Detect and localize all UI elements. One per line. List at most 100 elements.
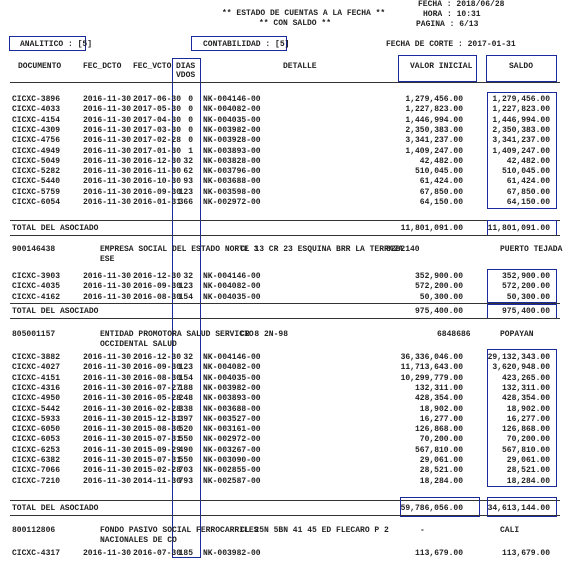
cell: CICXC-3896	[12, 95, 61, 104]
cell: 67,850.00	[419, 187, 463, 197]
cell: 567,810.00	[414, 445, 463, 455]
cell: CICXC-4316	[12, 383, 61, 393]
cell: 2016-11-30	[83, 425, 132, 435]
cell: NK-003893-00	[203, 394, 261, 404]
cell: 185	[178, 549, 193, 558]
cell: CICXC-4035	[12, 282, 61, 292]
cell: 2016-11-30	[83, 177, 132, 187]
cell: 28,521.00	[419, 466, 463, 476]
cell: CICXC-6053	[12, 435, 61, 445]
cell: NK-003893-00	[203, 146, 261, 156]
cell: NK-003161-00	[203, 425, 261, 435]
analitico: ANALITICO : [5]	[20, 40, 93, 49]
total-inicial: 59,786,056.00	[400, 504, 463, 513]
col-header: DIAS	[176, 62, 196, 71]
cutoff-date: FECHA DE CORTE : 2017-01-31	[386, 40, 516, 49]
rule	[10, 303, 560, 304]
cell: 67,850.00	[506, 187, 550, 197]
cell: 2017-02-28	[133, 136, 182, 146]
cell: NK-003688-00	[203, 404, 261, 414]
cell: 154	[178, 373, 193, 383]
cell: 510,045.00	[501, 167, 550, 177]
group-id: 900146438	[12, 245, 56, 254]
cell: 2016-12-30	[133, 156, 182, 166]
cell: 64,150.00	[419, 198, 463, 207]
cell: CICXC-6253	[12, 445, 61, 455]
cell: 29,132,343.00	[487, 353, 550, 362]
cell: 36,336,046.00	[400, 353, 463, 362]
cell: 2016-08-30	[133, 373, 182, 383]
col-header: DOCUMENTO	[18, 62, 62, 71]
cell: 29,061.00	[506, 456, 550, 465]
cell: 0	[188, 136, 193, 146]
cell: 2016-11-30	[83, 156, 132, 166]
cell: NK-004146-00	[203, 272, 261, 281]
cell: 2017-01-30	[133, 146, 182, 156]
rule	[10, 318, 560, 319]
cell: CICXC-4756	[12, 136, 61, 146]
cell: 2016-11-30	[83, 394, 132, 404]
group-name: ENTIDAD PROMOTORA SALUD SERVICIO	[100, 330, 254, 339]
cell: 1,446,994.00	[405, 115, 463, 125]
total-saldo: 11,801,091.00	[487, 224, 550, 233]
page-number: PAGINA : 6/13	[416, 20, 479, 29]
cell: 2016-11-30	[83, 476, 132, 486]
cell: CICXC-4317	[12, 549, 61, 558]
cell: NK-004082-00	[203, 363, 261, 373]
cell: 18,284.00	[506, 476, 550, 486]
cell: NK-004035-00	[203, 115, 261, 125]
cell: 64,150.00	[506, 198, 550, 207]
cell: 32	[183, 272, 193, 281]
cell: 703	[178, 466, 193, 476]
cell: NK-003828-00	[203, 156, 261, 166]
cell: 70,200.00	[419, 435, 463, 445]
cell: 2016-11-30	[83, 549, 132, 558]
cell: CICXC-7066	[12, 466, 61, 476]
cell: 1,279,456.00	[492, 95, 550, 104]
cell: 16,277.00	[506, 414, 550, 424]
group-id: 805001157	[12, 330, 56, 339]
rule	[10, 500, 560, 501]
total-saldo: 34,613,144.00	[487, 504, 550, 513]
cell: 123	[178, 187, 193, 197]
cell: 61,424.00	[506, 177, 550, 187]
cell: 2016-11-30	[83, 187, 132, 197]
cell: NK-003796-00	[203, 167, 261, 177]
box	[487, 497, 557, 517]
subtitle: ** CON SALDO **	[259, 19, 332, 28]
cell: CICXC-5442	[12, 404, 61, 414]
box	[486, 55, 557, 82]
cell: 2016-11-30	[83, 456, 132, 465]
cell: 1,227,823.00	[405, 105, 463, 115]
cell: NK-003090-00	[203, 456, 261, 465]
cell: 2015-09-29	[133, 445, 182, 455]
cell: 126,868.00	[414, 425, 463, 435]
box	[487, 304, 557, 319]
date: FECHA : 2018/06/28	[418, 0, 505, 9]
cell: 123	[178, 282, 193, 292]
cell: 188	[178, 383, 193, 393]
cell: 42,482.00	[506, 156, 550, 166]
cell: NK-002972-00	[203, 435, 261, 445]
group-address: CL 13 CR 23 ESQUINA BRR LA TERRAZA	[240, 245, 404, 254]
total-label: TOTAL DEL ASOCIADO	[12, 307, 99, 316]
rule	[10, 220, 560, 221]
cell: 510,045.00	[414, 167, 463, 177]
cell: 123	[178, 363, 193, 373]
cell: 567,810.00	[501, 445, 550, 455]
rule	[10, 235, 560, 236]
cell: 2016-11-30	[83, 353, 132, 362]
cell: 2016-10-30	[133, 177, 182, 187]
cell: 32	[183, 353, 193, 362]
cell: 572,200.00	[414, 282, 463, 292]
group-name: ESE	[100, 255, 115, 264]
cell: 61,424.00	[419, 177, 463, 187]
cell: 28,521.00	[506, 466, 550, 476]
cell: 132,311.00	[501, 383, 550, 393]
cell: 2016-11-30	[83, 125, 132, 135]
cell: 2017-03-30	[133, 125, 182, 135]
cell: CICXC-6054	[12, 198, 61, 207]
cell: 18,902.00	[506, 404, 550, 414]
cell: NK-002587-00	[203, 476, 261, 486]
cell: 2016-11-30	[83, 95, 132, 104]
